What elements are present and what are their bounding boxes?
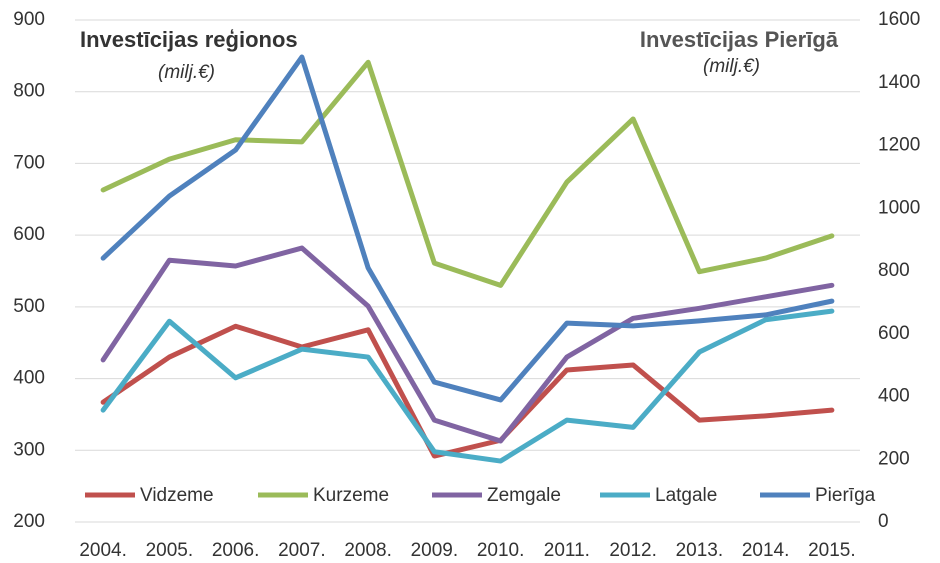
y-tick-label: 800 (13, 81, 45, 102)
x-tick-label: 2015. (808, 540, 856, 561)
left-title: Investīcijas reģionos (80, 27, 298, 52)
left-unit: (milj.€) (158, 62, 215, 83)
y2-tick-label: 1600 (878, 9, 920, 30)
series-line (100, 323, 835, 459)
x-tick-label: 2007. (278, 540, 326, 561)
y-tick-label: 400 (13, 368, 45, 389)
y-tick-label: 700 (13, 152, 45, 173)
x-tick-label: 2005. (146, 540, 194, 561)
series-line (100, 308, 835, 464)
y2-tick-label: 1400 (878, 72, 920, 93)
y-tick-label: 300 (13, 439, 45, 460)
legend-label: Latgale (655, 485, 717, 506)
y2-tick-label: 200 (878, 448, 910, 469)
right-unit: (milj.€) (703, 56, 760, 77)
legend-label: Zemgale (487, 485, 561, 506)
y2-tick-label: 800 (878, 260, 910, 281)
x-tick-label: 2013. (676, 540, 724, 561)
legend-label: Kurzeme (313, 485, 389, 506)
x-tick-label: 2006. (212, 540, 260, 561)
x-tick-label: 2012. (609, 540, 657, 561)
series-line (100, 59, 835, 288)
x-tick-label: 2010. (477, 540, 525, 561)
x-tick-label: 2004. (79, 540, 127, 561)
x-tick-label: 2014. (742, 540, 790, 561)
x-tick-label: 2011. (544, 540, 590, 561)
y2-tick-label: 600 (878, 323, 910, 344)
y2-tick-label: 1000 (878, 197, 920, 218)
y-tick-label: 600 (13, 224, 45, 245)
y2-tick-label: 0 (878, 511, 889, 532)
x-tick-label: 2009. (411, 540, 459, 561)
y-tick-label: 900 (13, 9, 45, 30)
right-title: Investīcijas Pierīgā (640, 27, 839, 52)
series-line (100, 245, 835, 444)
x-tick-label: 2008. (344, 540, 392, 561)
y-tick-label: 500 (13, 296, 45, 317)
legend-label: Vidzeme (140, 485, 214, 506)
y2-tick-label: 400 (878, 386, 910, 407)
series-line (100, 54, 835, 403)
y-tick-label: 200 (13, 511, 45, 532)
legend-label: Pierīga (815, 485, 876, 506)
y2-tick-label: 1200 (878, 135, 920, 156)
